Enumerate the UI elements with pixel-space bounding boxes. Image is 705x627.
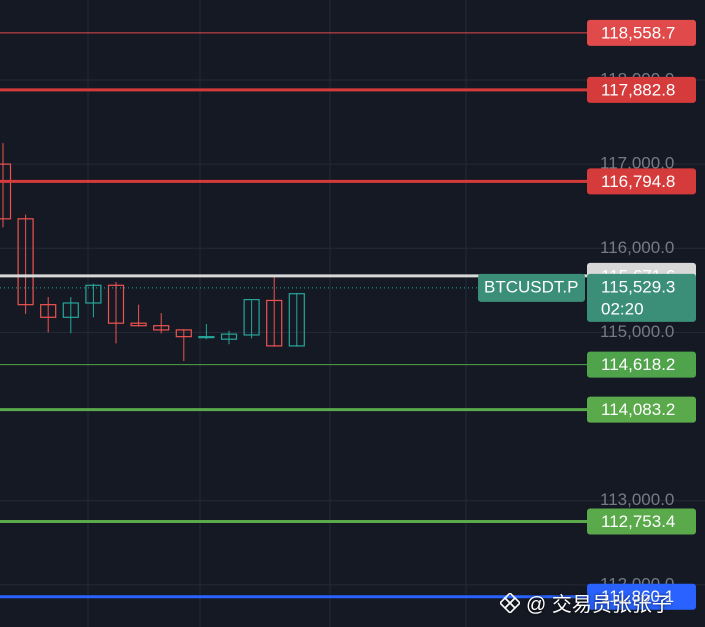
price-level-value: 112,753.4 bbox=[601, 512, 675, 531]
price-axis-label: 117,000.0 bbox=[600, 154, 674, 173]
price-level-badge bbox=[587, 19, 696, 46]
watermark: @ 交易员张张子 bbox=[500, 588, 672, 617]
price-level-value: 114,083.2 bbox=[601, 400, 675, 419]
current-price-badge bbox=[587, 273, 696, 322]
candle-body[interactable] bbox=[85, 284, 102, 304]
price-level-value: 118,558.7 bbox=[601, 23, 675, 42]
price-level-badge bbox=[587, 583, 696, 610]
price-level-badge bbox=[587, 351, 696, 378]
candle-body[interactable] bbox=[130, 322, 147, 327]
candle-body[interactable] bbox=[40, 304, 57, 318]
candle-body[interactable] bbox=[62, 302, 79, 318]
candle-body[interactable] bbox=[107, 284, 125, 324]
price-level-value: 114,618.2 bbox=[601, 355, 675, 374]
candle-body[interactable] bbox=[220, 333, 238, 340]
candle-body[interactable] bbox=[17, 218, 34, 306]
price-axis-label: 115,000.0 bbox=[600, 322, 674, 341]
price-level-badge bbox=[587, 508, 696, 535]
price-level-value: 117,882.8 bbox=[601, 80, 675, 99]
current-price-value: 115,529.3 bbox=[601, 277, 675, 296]
candle-body[interactable] bbox=[288, 293, 305, 347]
watermark-text: @ 交易员张张子 bbox=[526, 594, 672, 616]
candle-body[interactable] bbox=[243, 299, 260, 336]
candle-countdown: 02:20 bbox=[601, 299, 644, 318]
candle-body[interactable] bbox=[153, 325, 170, 331]
price-level-value: 116,794.8 bbox=[601, 172, 675, 191]
symbol-label: BTCUSDT.P bbox=[484, 277, 578, 296]
price-level-badge bbox=[587, 76, 696, 103]
binance-logo-icon bbox=[500, 592, 520, 613]
price-axis-label: 116,000.0 bbox=[600, 238, 674, 257]
candle-body[interactable] bbox=[175, 329, 192, 338]
candle-body[interactable] bbox=[0, 163, 12, 220]
price-axis-label: 113,000.0 bbox=[600, 490, 674, 509]
symbol-badge[interactable] bbox=[478, 273, 585, 302]
candle-body[interactable] bbox=[198, 336, 215, 339]
price-level-badge bbox=[587, 168, 696, 195]
candle-body[interactable] bbox=[266, 299, 283, 347]
price-level-badge bbox=[587, 396, 696, 423]
price-level-value: 111,860.1 bbox=[601, 587, 674, 606]
